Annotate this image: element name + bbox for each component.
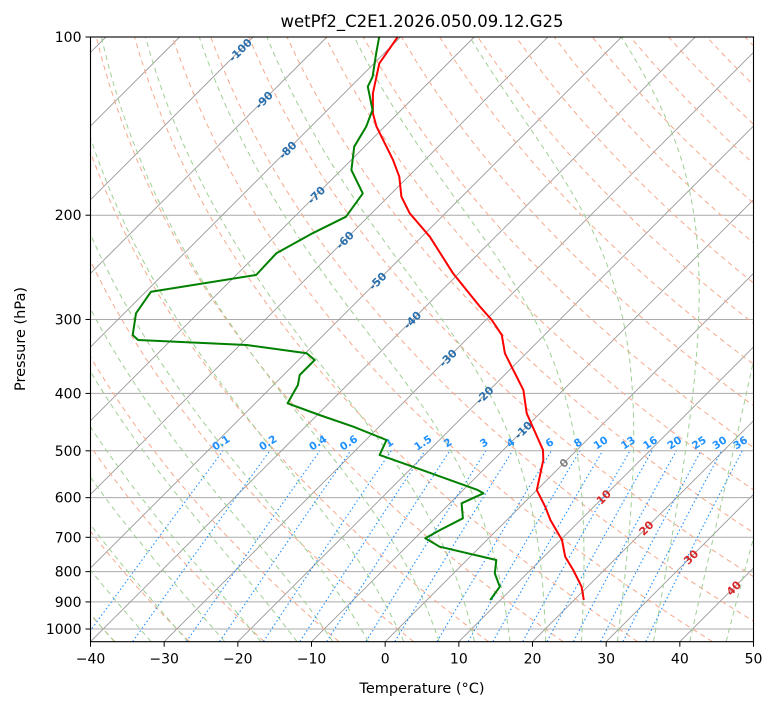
y-tick-label: 900 — [55, 595, 82, 611]
x-tick-label: 0 — [381, 652, 390, 668]
isotherm-line — [458, 346, 754, 642]
isotherm-line — [90, 37, 696, 642]
dry-adiabat-line — [172, 37, 713, 642]
mixing-ratio-line — [132, 450, 271, 642]
x-tick-label: 30 — [597, 652, 615, 668]
mixing-ratio-line — [185, 450, 321, 642]
y-tick-label: 500 — [55, 444, 82, 460]
dry-adiabat-line — [90, 259, 414, 642]
mixing-ratio-line — [522, 450, 631, 642]
dewpoint-trace — [131, 37, 501, 601]
moist-adiabat-line — [90, 476, 225, 642]
moist-adiabat-line — [90, 523, 189, 642]
x-tick-label: −10 — [297, 652, 327, 668]
moist-adiabat-line — [266, 37, 547, 642]
x-tick-label: 20 — [524, 652, 542, 668]
mixing-ratio-line — [299, 450, 426, 642]
dry-adiabat-line — [515, 37, 754, 284]
plot-frame — [89, 36, 755, 643]
mixing-ratio-line — [326, 450, 451, 642]
isotherm-line — [90, 37, 622, 569]
temperature-trace — [371, 37, 585, 601]
moist-adiabat-line — [90, 426, 262, 642]
x-tick-label: −20 — [223, 652, 253, 668]
moist-adiabat-line — [353, 37, 585, 642]
dry-adiabat-line — [90, 150, 489, 642]
mixing-ratio-line — [573, 450, 677, 642]
mixing-ratio-line — [394, 450, 514, 642]
moist-adiabat-line — [90, 136, 405, 642]
isotherm-line — [237, 125, 754, 642]
axes: −40 −30 −20 −10 0 10 20 30 40 50 100 200 300 400 500 60… — [46, 30, 763, 668]
moist-adiabat-line — [90, 233, 369, 642]
isotherm-line — [90, 37, 254, 201]
y-tick-label: 800 — [55, 565, 82, 581]
x-tick-label: 50 — [745, 652, 763, 668]
dry-adiabat-line — [90, 355, 340, 642]
dry-adiabat-line — [210, 37, 754, 622]
dry-adiabat-line — [133, 37, 638, 642]
x-tick-label: 40 — [671, 652, 689, 668]
moist-adiabat-line — [620, 37, 700, 642]
isotherm-line — [385, 272, 754, 642]
sounding-traces — [131, 37, 585, 601]
isotherm-line — [90, 37, 328, 275]
dry-adiabat-line — [90, 445, 265, 642]
x-tick-label: −30 — [149, 652, 179, 668]
chart-title: wetPf2_C2E1.2026.050.09.12.G25 — [280, 12, 563, 32]
mixing-ratio-line — [262, 450, 392, 642]
dry-adiabat-line — [439, 37, 754, 365]
isotherm-line — [90, 37, 475, 422]
y-tick-label: 100 — [55, 30, 82, 46]
dry-adiabat-line — [95, 37, 564, 642]
moist-adiabat-line — [90, 370, 298, 642]
mixing-ratio-line — [90, 450, 224, 632]
dry-adiabat-line — [401, 37, 754, 407]
dry-adiabat-line — [90, 530, 190, 642]
mixing-ratio-line — [645, 450, 743, 642]
isotherm-line — [90, 37, 549, 496]
y-axis-label: Pressure (hPa) — [13, 287, 29, 391]
mixing-ratio-line — [546, 450, 653, 642]
y-tick-label: 400 — [55, 386, 82, 402]
moist-adiabat-line — [90, 569, 152, 642]
moist-adiabat-line — [100, 37, 440, 642]
y-tick-label: 200 — [55, 208, 82, 224]
y-tick-label: 300 — [55, 312, 82, 328]
background-lines — [90, 37, 754, 642]
x-axis-label: Temperature (°C) — [358, 681, 484, 697]
isotherm-line — [164, 51, 754, 642]
y-tick-label: 600 — [55, 491, 82, 507]
x-tick-label: −40 — [76, 652, 106, 668]
dry-adiabat-line — [248, 37, 754, 578]
y-tick-label: 1000 — [46, 622, 82, 638]
y-tick-label: 700 — [55, 530, 82, 546]
x-tick-label: 10 — [450, 652, 468, 668]
isotherm-line — [606, 493, 754, 642]
moist-adiabat-line — [144, 37, 475, 642]
isotherm-line — [90, 37, 401, 348]
mixing-ratio-line — [219, 450, 352, 642]
isotherm-line — [532, 420, 754, 642]
dry-adiabat-line — [286, 37, 754, 534]
